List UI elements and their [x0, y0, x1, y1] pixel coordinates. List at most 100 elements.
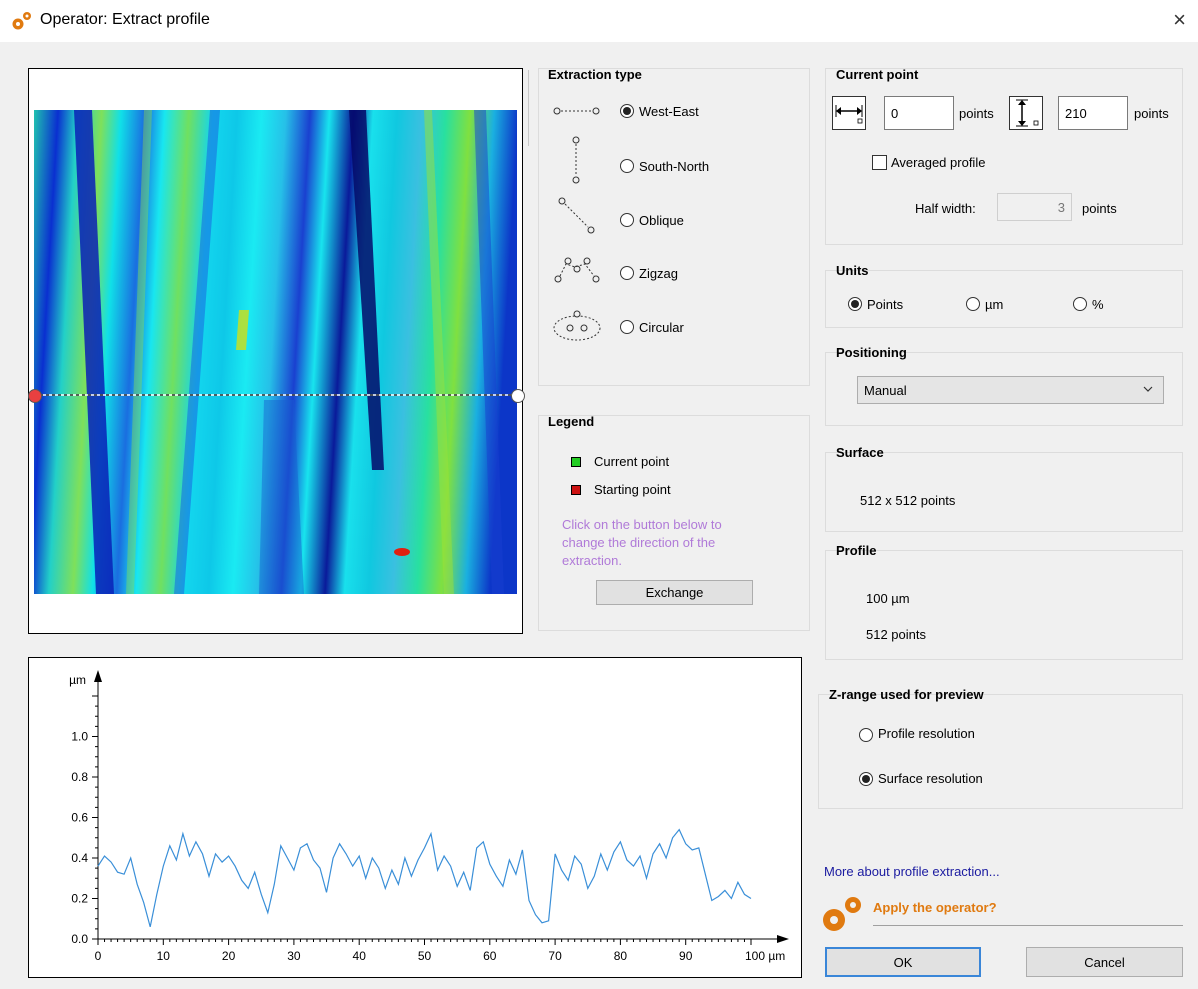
starting-point-legend-label: Starting point	[594, 482, 671, 497]
gears-icon	[12, 12, 31, 30]
profile-resolution-label[interactable]: Profile resolution	[878, 726, 975, 741]
x-tick-label: 90	[679, 949, 693, 963]
current-point-legend-label: Current point	[594, 454, 670, 469]
panel-title: Legend	[548, 414, 595, 429]
panel-title: Units	[836, 263, 869, 278]
radio-units-um[interactable]	[966, 297, 980, 311]
x-tick-label: 50	[418, 949, 432, 963]
positioning-panel: Positioning Manual	[825, 345, 1183, 426]
hotspot-marker	[394, 548, 410, 556]
y-axis-label: µm	[69, 673, 86, 687]
vertical-position-icon	[1009, 96, 1043, 130]
y-tick-label: 1.0	[71, 730, 88, 744]
window-title: Operator: Extract profile	[40, 11, 210, 28]
oblique-label[interactable]: Oblique	[639, 213, 684, 228]
radio-oblique[interactable]	[620, 213, 634, 227]
current-point-handle[interactable]	[511, 389, 525, 403]
surface-resolution-label[interactable]: Surface resolution	[878, 771, 983, 786]
radio-zigzag[interactable]	[620, 266, 634, 280]
preview-scrollbar[interactable]	[522, 70, 529, 146]
south-north-label[interactable]: South-North	[639, 159, 710, 174]
radio-units-points[interactable]	[848, 297, 862, 311]
profile-points: 512 points	[866, 627, 926, 642]
y-tick-label: 0.4	[71, 851, 88, 865]
panel-title: Z-range used for preview	[829, 687, 984, 702]
x-tick-label: 30	[287, 949, 301, 963]
y-tick-label: 0.2	[71, 892, 88, 906]
averaged-profile-label[interactable]: Averaged profile	[891, 155, 986, 170]
panel-title: Positioning	[836, 345, 907, 360]
close-icon[interactable]: ×	[1173, 7, 1186, 32]
radio-units-percent[interactable]	[1073, 297, 1087, 311]
circular-label[interactable]: Circular	[639, 320, 684, 335]
x-position-unit: points	[959, 106, 994, 121]
half-width-input[interactable]	[997, 193, 1072, 221]
profile-chart-svg: 0 10 20 30 40 50 60 70 80 90 100 µm 0.0 0.2 0.4 0.6 0.8…	[69, 670, 789, 963]
x-axis-arrow	[777, 935, 789, 943]
units-um-label[interactable]: µm	[985, 297, 1004, 312]
radio-profile-resolution[interactable]	[859, 728, 873, 742]
x-tick-label: 20	[222, 949, 236, 963]
panel-title: Profile	[836, 543, 877, 558]
y-tick-label: 0.8	[71, 770, 88, 784]
starting-point-swatch	[571, 485, 581, 495]
current-point-swatch	[571, 457, 581, 467]
radio-surface-resolution[interactable]	[859, 772, 873, 786]
x-tick-label: 70	[548, 949, 562, 963]
chevron-down-icon	[1143, 386, 1153, 392]
profile-series-line	[97, 828, 752, 928]
profile-panel: Profile 100 µm 512 points	[825, 543, 1183, 660]
legend-panel: Legend Current point Starting point Clic…	[538, 414, 810, 631]
title-bar: Operator: Extract profile ×	[0, 0, 1198, 42]
apply-gears-icon	[823, 897, 861, 931]
panel-title: Current point	[836, 67, 919, 82]
positioning-select[interactable]: Manual	[857, 376, 1164, 404]
footer-separator	[873, 925, 1183, 926]
units-panel: Units Points µm %	[825, 263, 1183, 328]
x-position-input[interactable]	[884, 96, 954, 130]
zrange-panel: Z-range used for preview Profile resolut…	[818, 687, 1183, 809]
radio-circular[interactable]	[620, 320, 634, 334]
units-percent-label[interactable]: %	[1092, 297, 1104, 312]
apply-operator-label: Apply the operator?	[873, 900, 997, 915]
averaged-profile-checkbox[interactable]	[872, 155, 887, 170]
west-east-label[interactable]: West-East	[639, 104, 699, 119]
exchange-button[interactable]: Exchange	[596, 580, 753, 605]
profile-chart: 0 10 20 30 40 50 60 70 80 90 100 µm 0.0 0.2 0.4 0.6 0.8…	[28, 657, 802, 978]
radio-west-east[interactable]	[620, 104, 634, 118]
surface-preview[interactable]	[28, 68, 525, 634]
circular-icon	[553, 310, 601, 341]
cancel-button[interactable]: Cancel	[1026, 947, 1183, 977]
starting-point-handle[interactable]	[28, 389, 42, 403]
half-width-unit: points	[1082, 201, 1117, 216]
panel-title: Extraction type	[548, 67, 642, 82]
y-axis-arrow	[94, 670, 102, 682]
zigzag-label[interactable]: Zigzag	[639, 266, 679, 281]
x-tick-label: 100 µm	[745, 949, 785, 963]
profile-length: 100 µm	[866, 591, 910, 606]
y-tick-label: 0.6	[71, 811, 88, 825]
y-position-input[interactable]	[1058, 96, 1128, 130]
x-tick-label: 80	[614, 949, 628, 963]
south-north-icon	[572, 136, 580, 184]
x-tick-label: 60	[483, 949, 497, 963]
radio-south-north[interactable]	[620, 159, 634, 173]
x-tick-label: 40	[353, 949, 367, 963]
y-position-unit: points	[1134, 106, 1169, 121]
current-point-panel: Current point points points Averaged pro…	[825, 67, 1183, 245]
panel-title: Surface	[836, 445, 884, 460]
surface-size: 512 x 512 points	[860, 493, 956, 508]
oblique-icon	[558, 197, 595, 234]
surface-image	[34, 110, 517, 594]
units-points-label[interactable]: Points	[867, 297, 904, 312]
positioning-value: Manual	[864, 383, 907, 398]
y-tick-label: 0.0	[71, 932, 88, 946]
extraction-line	[34, 394, 517, 396]
west-east-icon	[553, 107, 600, 115]
exchange-hint: Click on the button below to change the …	[562, 517, 722, 568]
x-tick-label: 0	[95, 949, 102, 963]
half-width-label: Half width:	[915, 201, 976, 216]
more-about-link[interactable]: More about profile extraction...	[824, 864, 1000, 879]
surface-panel: Surface 512 x 512 points	[825, 445, 1183, 532]
ok-button[interactable]: OK	[825, 947, 981, 977]
